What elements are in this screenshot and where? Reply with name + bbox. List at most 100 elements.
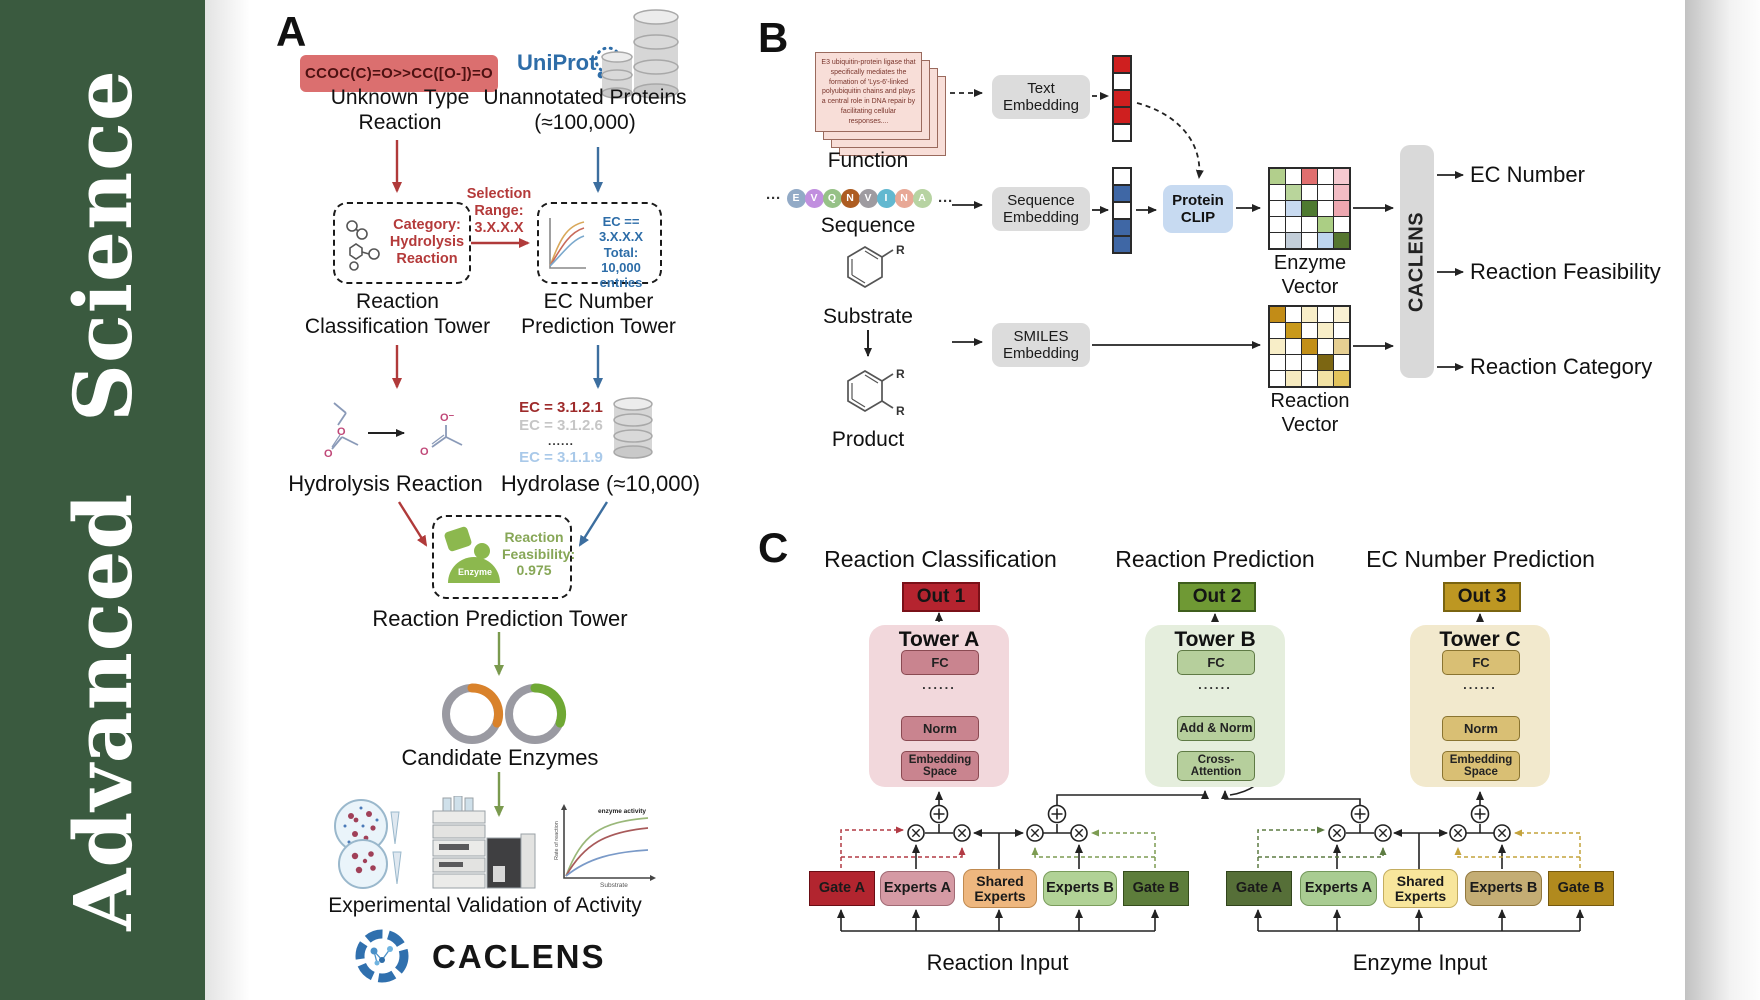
tower-c-title: Tower C: [1439, 628, 1521, 651]
svg-text:O⁻: O⁻: [440, 412, 455, 424]
ec-number-prediction-tower-label: EC Number Prediction Tower: [521, 290, 676, 338]
enzyme-icon-label: Enzyme: [457, 567, 492, 577]
tower-c: Tower C FC ...... Norm Embedding Space: [1410, 625, 1550, 787]
unknown-type-reaction-label: Unknown Type Reaction: [330, 86, 470, 134]
sequence-label: Sequence: [820, 214, 916, 237]
category-text: Category: Hydrolysis Reaction: [389, 217, 465, 268]
reaction-input-label: Reaction Input: [926, 950, 1069, 975]
enzyme-vector-matrix: [1268, 167, 1351, 250]
molecules-icon: [346, 220, 380, 271]
out-1-box: Out 1: [902, 582, 980, 612]
caclens-module: CACLENS: [1400, 145, 1434, 378]
hydrolase-database-icon: [613, 397, 653, 459]
output-reaction-category: Reaction Category: [1470, 354, 1653, 379]
activity-graph-icon: Rate of reaction Substrate enzyme activi…: [554, 804, 656, 889]
enzyme-shared-experts: Shared Experts: [1383, 869, 1458, 908]
experimental-validation-label: Experimental Validation of Activity: [328, 894, 642, 917]
tower-c-norm: Norm: [1442, 716, 1520, 741]
function-description: E3 ubiquitin-protein ligase that specifi…: [821, 59, 916, 125]
output-reaction-feasibility: Reaction Feasibility: [1470, 259, 1661, 284]
protein-clip-box: Protein CLIP: [1163, 185, 1233, 233]
smiles-embedding-box: SMILES Embedding: [992, 323, 1090, 367]
feasibility-text: Reaction Feasibility: 0.975: [502, 529, 576, 579]
product-label: Product: [831, 428, 905, 451]
enzyme-gate-a: Gate A: [1226, 871, 1292, 906]
hydrolysis-structures-icon: O O O⁻ O: [324, 402, 463, 460]
journal-sidebar: Advanced Science: [0, 0, 205, 1000]
tower-c-dots: ......: [1463, 677, 1497, 692]
sequence-ellipsis-right: ···: [938, 193, 953, 210]
uniprot-logo: UniProt: [517, 50, 597, 75]
tower-b-title: Tower B: [1174, 628, 1256, 651]
hydrolysis-reaction-label: Hydrolysis Reaction: [288, 471, 483, 496]
reaction-prediction-box: Reaction Feasibility: 0.975: [432, 515, 576, 599]
tower-b-add-norm: Add & Norm: [1177, 716, 1255, 741]
selection-range-label: Selection Range: 3.X.X.X: [466, 186, 532, 237]
curves-icon: [549, 218, 586, 269]
svg-text:R: R: [896, 367, 905, 381]
ec-list-item-1: EC = 3.1.2.1: [519, 399, 603, 416]
tower-a: Tower A FC ...... Norm Embedding Space: [869, 625, 1009, 787]
panel-b-label: B: [758, 14, 789, 61]
tower-a-title: Tower A: [898, 628, 980, 651]
tower-b-fc: FC: [1177, 650, 1255, 675]
tower-a-dots: ......: [922, 677, 956, 692]
svg-text:R: R: [896, 404, 905, 418]
header-reaction-classification: Reaction Classification: [824, 546, 1057, 572]
database-stack-icon: [601, 9, 679, 99]
reaction-gate-a: Gate A: [809, 871, 875, 906]
graph-ylabel: Rate of reaction: [554, 821, 560, 860]
tower-c-fc: FC: [1442, 650, 1520, 675]
reaction-experts-b: Experts B: [1043, 871, 1117, 906]
ec-list-item-3: EC = 3.1.1.9: [519, 448, 603, 466]
graph-xlabel: Substrate: [600, 882, 628, 889]
enzyme-experts-a: Experts A: [1300, 871, 1377, 906]
reaction-prediction-tower-label: Reaction Prediction Tower: [372, 606, 628, 631]
ec-list-ellipsis: ......: [547, 434, 574, 449]
candidate-enzymes-label: Candidate Enzymes: [401, 745, 599, 770]
plasmid-icons: [442, 683, 567, 744]
page-left-shadow: [205, 0, 250, 1000]
reaction-shared-experts: Shared Experts: [963, 869, 1037, 908]
header-ec-number-prediction: EC Number Prediction: [1366, 546, 1595, 572]
enzyme-gate-b: Gate B: [1548, 871, 1614, 906]
reaction-vector-label: Reaction Vector: [1270, 390, 1350, 436]
page-edge-gradient: [1685, 0, 1760, 1000]
reaction-vector-matrix: [1268, 305, 1351, 388]
assay-plates-icon: [334, 799, 402, 889]
enzyme-icon: [444, 526, 500, 583]
hydrolase-label: Hydrolase (≈10,000): [500, 471, 701, 496]
output-ec-number: EC Number: [1470, 162, 1585, 187]
reaction-gate-b: Gate B: [1123, 871, 1189, 906]
function-label: Function: [827, 149, 909, 172]
header-reaction-prediction: Reaction Prediction: [1115, 546, 1315, 572]
smiles-reaction-box: CCOC(C)=O>>CC([O-])=O: [300, 55, 498, 92]
tower-a-fc: FC: [901, 650, 979, 675]
caclens-logo-icon: [355, 929, 409, 983]
reaction-experts-a: Experts A: [880, 871, 955, 906]
caclens-wordmark: CACLENS: [432, 938, 606, 975]
panel-c-label: C: [758, 524, 789, 571]
out-3-box: Out 3: [1443, 582, 1521, 612]
tower-a-norm: Norm: [901, 716, 979, 741]
svg-text:O: O: [337, 426, 346, 438]
caclens-module-label: CACLENS: [1405, 211, 1428, 312]
ec-filter-text: EC == 3.X.X.X Total: 10,000 entries: [598, 214, 644, 291]
sequence-ellipsis-left: ···: [766, 190, 781, 207]
substrate-label: Substrate: [823, 305, 913, 328]
enzyme-vector-label: Enzyme Vector: [1273, 252, 1347, 298]
tower-b-dots: ......: [1198, 677, 1232, 692]
tower-c-embedding: Embedding Space: [1442, 751, 1520, 781]
graph-annotation: enzyme activity: [598, 808, 646, 815]
enzyme-experts-b: Experts B: [1465, 871, 1542, 906]
ec-filter-box: EC == 3.X.X.X Total: 10,000 entries: [537, 202, 662, 290]
enzyme-input-label: Enzyme Input: [1352, 950, 1488, 975]
reaction-classification-tower-label: Reaction Classification Tower: [304, 290, 491, 338]
panel-a-label: A: [276, 8, 307, 55]
ec-list-item-2: EC = 3.1.2.6: [519, 416, 603, 434]
tower-b: Tower B FC ...... Add & Norm Cross-Atten…: [1145, 625, 1285, 787]
substrate-structure-icon: R: [847, 243, 905, 288]
unannotated-proteins-label: Unannotated Proteins (≈100,000): [483, 86, 687, 134]
